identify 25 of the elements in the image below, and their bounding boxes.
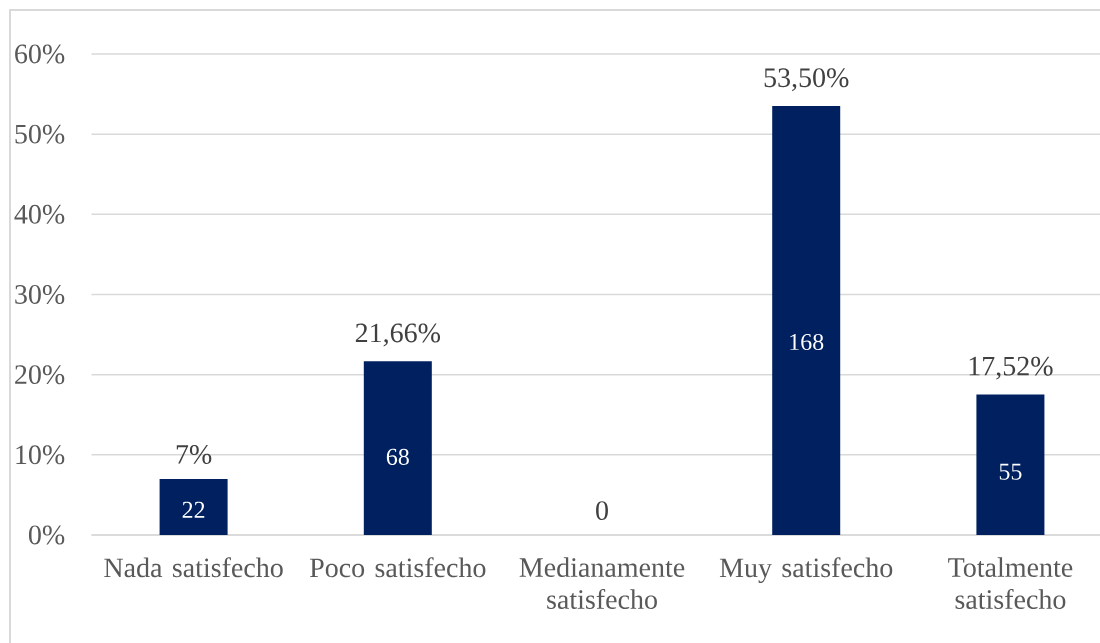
y-tick-label: 60% bbox=[15, 44, 65, 64]
annotation: 55 bbox=[999, 463, 1022, 480]
x-tick-label: Muy satisfecho bbox=[719, 557, 893, 584]
annotation: 168 bbox=[790, 333, 824, 351]
x-tick-label: Totalmente satisfecho bbox=[948, 557, 1073, 609]
x-tick-label: Nada satisfecho bbox=[104, 557, 283, 578]
data-label: 21,66% bbox=[355, 323, 441, 347]
bar bbox=[159, 478, 228, 535]
y-tick-label: 0% bbox=[28, 525, 65, 545]
bar bbox=[363, 361, 432, 535]
bar bbox=[976, 394, 1045, 535]
data-label: 53,50% bbox=[764, 68, 849, 92]
y-tick-label: 40% bbox=[14, 204, 65, 224]
data-label: 17,52% bbox=[969, 356, 1053, 380]
x-tick-label: Medianamente satisfecho bbox=[519, 557, 685, 609]
data-label: 0 bbox=[596, 501, 608, 521]
data-label: 7% bbox=[176, 444, 212, 464]
y-tick-label: 10% bbox=[16, 445, 65, 465]
annotation: 68 bbox=[386, 448, 409, 465]
bar bbox=[772, 106, 841, 535]
y-tick-label: 50% bbox=[15, 124, 65, 144]
y-tick-label: 30% bbox=[15, 285, 65, 304]
x-tick-label: Poco satisfecho bbox=[309, 557, 486, 578]
annotation: 22 bbox=[182, 501, 205, 518]
y-tick-label: 20% bbox=[15, 365, 65, 385]
